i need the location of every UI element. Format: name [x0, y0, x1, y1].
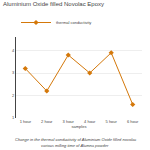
svg-text:thermal conductivity: thermal conductivity: [56, 20, 91, 25]
svg-text:1: 1: [12, 115, 15, 120]
svg-text:2: 2: [12, 93, 15, 98]
svg-text:samples: samples: [72, 124, 87, 129]
svg-text:3: 3: [12, 70, 15, 75]
svg-text:6 hour: 6 hour: [127, 119, 139, 124]
svg-text:4 hour: 4 hour: [84, 119, 96, 124]
svg-text:3 hour: 3 hour: [63, 119, 75, 124]
svg-text:Aluminium Oxide filled Novolac: Aluminium Oxide filled Novolac Epoxy: [3, 1, 104, 7]
svg-text:2 hour: 2 hour: [41, 119, 53, 124]
svg-text:4: 4: [12, 48, 15, 53]
svg-text:5 hour: 5 hour: [106, 119, 118, 124]
svg-text:1 hour: 1 hour: [20, 119, 32, 124]
svg-text:Change in the thermal conducti: Change in the thermal conductivity of Al…: [15, 137, 136, 142]
svg-text:various milling time of Alumna: various milling time of Alumna powder: [41, 143, 109, 148]
